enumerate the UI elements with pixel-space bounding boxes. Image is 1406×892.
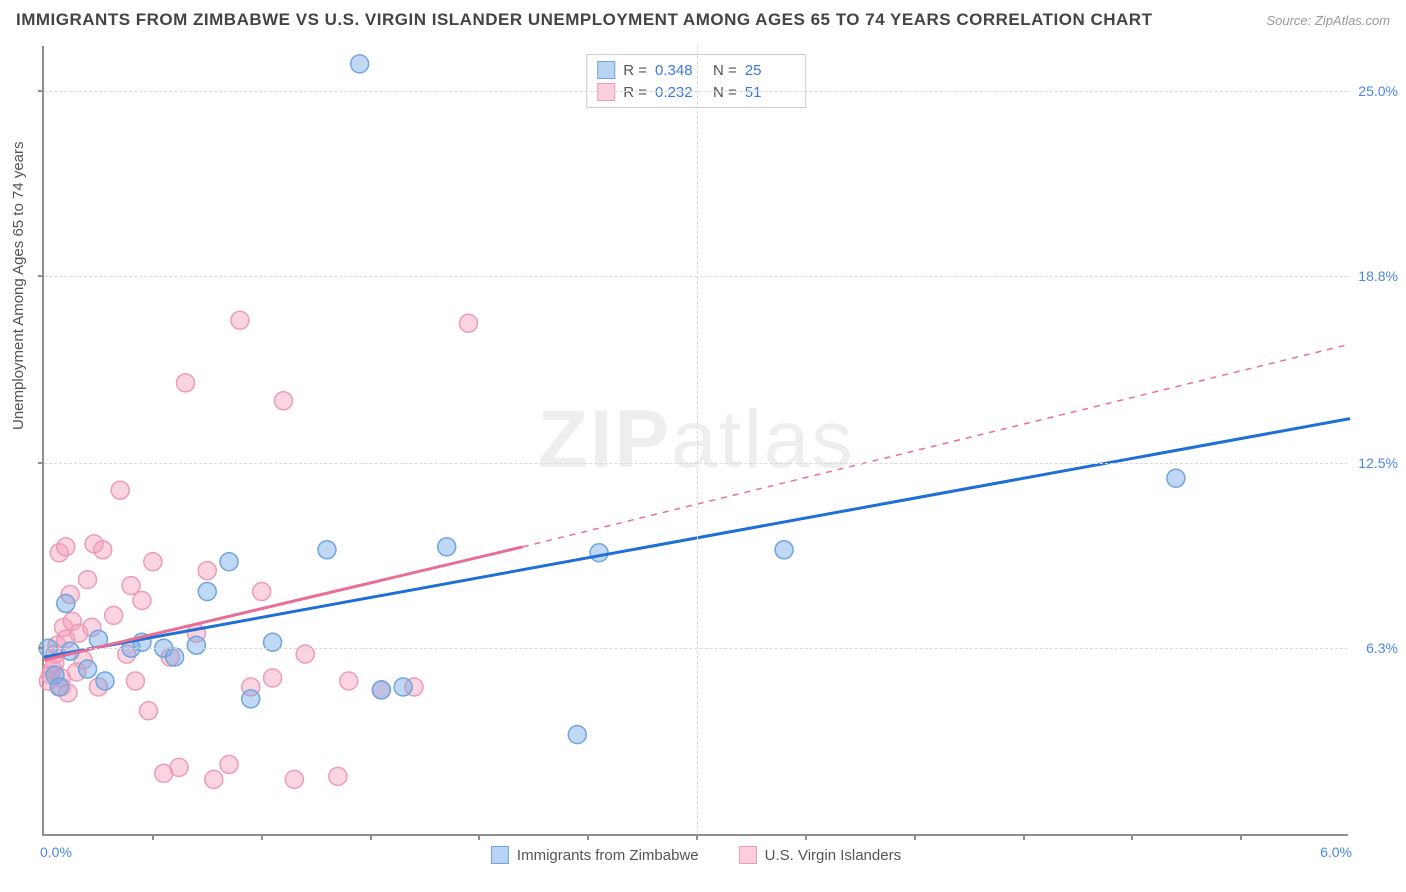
data-point-zimbabwe bbox=[372, 681, 390, 699]
data-point-zimbabwe bbox=[50, 678, 68, 696]
gridline-h bbox=[44, 276, 1348, 277]
legend-swatch-usvi-bottom bbox=[739, 846, 757, 864]
data-point-zimbabwe bbox=[79, 660, 97, 678]
n-value-usvi: 51 bbox=[745, 84, 795, 101]
x-tick-max: 6.0% bbox=[1320, 844, 1352, 860]
chart-title: IMMIGRANTS FROM ZIMBABWE VS U.S. VIRGIN … bbox=[16, 10, 1152, 30]
data-point-zimbabwe bbox=[198, 583, 216, 601]
gridline-h bbox=[44, 463, 1348, 464]
data-point-usvi bbox=[126, 672, 144, 690]
data-point-usvi bbox=[105, 606, 123, 624]
tick-v bbox=[261, 834, 263, 840]
data-point-usvi bbox=[285, 770, 303, 788]
legend-swatch-zimbabwe bbox=[597, 61, 615, 79]
y-tick-label: 18.8% bbox=[1358, 268, 1398, 284]
y-tick-label: 25.0% bbox=[1358, 83, 1398, 99]
data-point-usvi bbox=[274, 392, 292, 410]
tick-h bbox=[38, 90, 44, 92]
tick-v bbox=[1240, 834, 1242, 840]
legend-swatch-zimbabwe-bottom bbox=[491, 846, 509, 864]
data-point-zimbabwe bbox=[351, 55, 369, 73]
legend-swatch-usvi bbox=[597, 83, 615, 101]
data-point-usvi bbox=[57, 538, 75, 556]
data-point-zimbabwe bbox=[1167, 469, 1185, 487]
tick-v bbox=[805, 834, 807, 840]
data-point-usvi bbox=[139, 702, 157, 720]
legend-label-usvi: U.S. Virgin Islanders bbox=[765, 847, 901, 864]
tick-v bbox=[478, 834, 480, 840]
data-point-zimbabwe bbox=[568, 726, 586, 744]
tick-v bbox=[914, 834, 916, 840]
data-point-zimbabwe bbox=[242, 690, 260, 708]
gridline-v bbox=[697, 46, 698, 834]
tick-v bbox=[152, 834, 154, 840]
data-point-usvi bbox=[133, 591, 151, 609]
data-point-zimbabwe bbox=[57, 594, 75, 612]
source-attribution: Source: ZipAtlas.com bbox=[1266, 13, 1390, 28]
y-axis-label: Unemployment Among Ages 65 to 74 years bbox=[10, 141, 27, 430]
data-point-usvi bbox=[170, 758, 188, 776]
data-point-usvi bbox=[253, 583, 271, 601]
data-point-zimbabwe bbox=[96, 672, 114, 690]
correlation-legend: R = 0.348 N = 25 R = 0.232 N = 51 bbox=[586, 54, 806, 108]
gridline-h bbox=[44, 91, 1348, 92]
legend-row-zimbabwe: R = 0.348 N = 25 bbox=[597, 59, 795, 81]
legend-row-usvi: R = 0.232 N = 51 bbox=[597, 81, 795, 103]
gridline-h bbox=[44, 648, 1348, 649]
tick-v bbox=[1023, 834, 1025, 840]
data-point-usvi bbox=[122, 577, 140, 595]
data-point-usvi bbox=[79, 571, 97, 589]
data-point-zimbabwe bbox=[438, 538, 456, 556]
data-point-usvi bbox=[220, 755, 238, 773]
y-tick-label: 6.3% bbox=[1366, 640, 1398, 656]
tick-h bbox=[38, 647, 44, 649]
data-point-zimbabwe bbox=[590, 544, 608, 562]
data-point-usvi bbox=[176, 374, 194, 392]
tick-v bbox=[587, 834, 589, 840]
series-legend: Immigrants from Zimbabwe U.S. Virgin Isl… bbox=[491, 846, 901, 864]
title-bar: IMMIGRANTS FROM ZIMBABWE VS U.S. VIRGIN … bbox=[16, 10, 1390, 30]
data-point-usvi bbox=[329, 767, 347, 785]
data-point-usvi bbox=[111, 481, 129, 499]
data-point-zimbabwe bbox=[166, 648, 184, 666]
data-point-usvi bbox=[205, 770, 223, 788]
data-point-zimbabwe bbox=[187, 636, 205, 654]
data-point-zimbabwe bbox=[394, 678, 412, 696]
legend-item-usvi: U.S. Virgin Islanders bbox=[739, 846, 901, 864]
y-tick-label: 12.5% bbox=[1358, 455, 1398, 471]
data-point-usvi bbox=[264, 669, 282, 687]
plot-area: ZIPatlas R = 0.348 N = 25 R = 0.232 N = … bbox=[42, 46, 1348, 836]
x-tick-min: 0.0% bbox=[40, 844, 72, 860]
regression-dash-usvi bbox=[523, 344, 1350, 547]
data-point-usvi bbox=[231, 311, 249, 329]
data-point-zimbabwe bbox=[775, 541, 793, 559]
tick-v bbox=[370, 834, 372, 840]
data-point-usvi bbox=[198, 562, 216, 580]
legend-item-zimbabwe: Immigrants from Zimbabwe bbox=[491, 846, 699, 864]
tick-h bbox=[38, 275, 44, 277]
regression-line-usvi bbox=[44, 547, 523, 660]
chart-svg bbox=[44, 46, 1348, 834]
tick-v bbox=[1131, 834, 1133, 840]
legend-label-zimbabwe: Immigrants from Zimbabwe bbox=[517, 847, 699, 864]
data-point-usvi bbox=[340, 672, 358, 690]
data-point-usvi bbox=[459, 314, 477, 332]
tick-v bbox=[696, 834, 698, 840]
data-point-zimbabwe bbox=[318, 541, 336, 559]
data-point-zimbabwe bbox=[220, 553, 238, 571]
n-value-zimbabwe: 25 bbox=[745, 62, 795, 79]
data-point-usvi bbox=[144, 553, 162, 571]
tick-h bbox=[38, 462, 44, 464]
data-point-usvi bbox=[94, 541, 112, 559]
